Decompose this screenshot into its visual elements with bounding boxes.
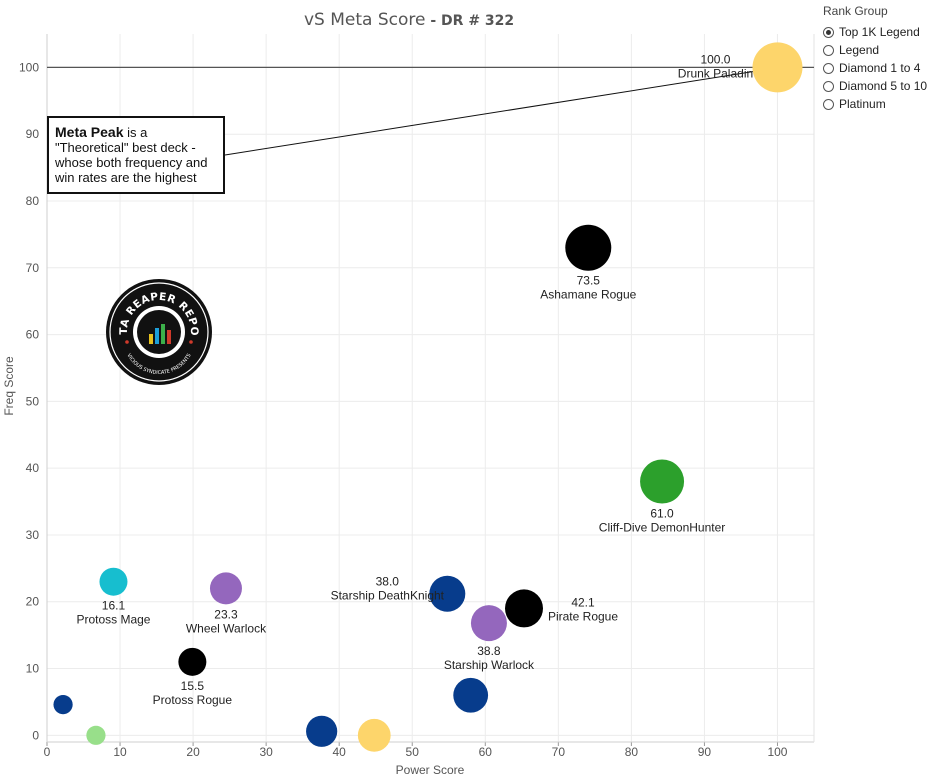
x-tick-label: 0 bbox=[44, 745, 51, 759]
x-tick-label: 40 bbox=[333, 745, 347, 759]
legend-option-label: Diamond 5 to 10 bbox=[839, 79, 928, 93]
rank-group-legend: Rank Group Top 1K Legend Legend Diamond 1 … bbox=[823, 4, 938, 113]
data-point[interactable] bbox=[178, 647, 207, 676]
point-score-label: 100.0 bbox=[700, 52, 730, 66]
data-point[interactable] bbox=[752, 42, 803, 93]
chart-title: vS Meta Score - DR # 322 bbox=[304, 10, 514, 30]
x-tick-label: 70 bbox=[552, 745, 566, 759]
radio-icon[interactable] bbox=[823, 44, 834, 56]
legend-option-legend[interactable]: Legend bbox=[823, 41, 938, 59]
x-tick-label: 50 bbox=[406, 745, 420, 759]
legend-option-platinum[interactable]: Platinum bbox=[823, 95, 938, 113]
legend-option-label: Legend bbox=[839, 43, 880, 57]
y-tick-label: 30 bbox=[26, 528, 40, 542]
legend-option-diamond-5-to-10[interactable]: Diamond 5 to 10 bbox=[823, 77, 938, 95]
point-name-label: Drunk Paladin bbox=[678, 66, 753, 80]
data-point[interactable] bbox=[53, 694, 73, 715]
x-tick-label: 100 bbox=[767, 745, 787, 759]
y-tick-label: 70 bbox=[26, 261, 40, 275]
x-tick-label: 80 bbox=[625, 745, 639, 759]
data-point[interactable] bbox=[86, 725, 106, 745]
x-tick-label: 90 bbox=[698, 745, 712, 759]
radio-icon[interactable] bbox=[823, 26, 834, 38]
data-point[interactable] bbox=[306, 715, 338, 747]
y-tick-label: 20 bbox=[26, 595, 40, 609]
point-name-label: Starship DeathKnight bbox=[331, 589, 445, 603]
point-name-label: Starship Warlock bbox=[444, 658, 535, 672]
annotation-strong: Meta Peak bbox=[55, 124, 124, 140]
data-point[interactable] bbox=[209, 572, 242, 605]
point-score-label: 38.8 bbox=[477, 644, 501, 658]
legend-option-diamond-1-to-4[interactable]: Diamond 1 to 4 bbox=[823, 59, 938, 77]
point-score-label: 16.1 bbox=[102, 599, 126, 613]
data-point[interactable] bbox=[429, 575, 466, 612]
arrow-line bbox=[224, 67, 774, 156]
point-score-label: 15.5 bbox=[181, 679, 205, 693]
x-tick-label: 60 bbox=[479, 745, 493, 759]
point-name-label: Protoss Rogue bbox=[153, 693, 233, 707]
point-score-label: 23.3 bbox=[214, 607, 238, 621]
y-axis-title: Freq Score bbox=[2, 356, 16, 416]
point-name-label: Wheel Warlock bbox=[186, 621, 267, 635]
point-name-label: Protoss Mage bbox=[76, 613, 150, 627]
data-point[interactable] bbox=[640, 459, 685, 504]
legend-option-label: Top 1K Legend bbox=[839, 25, 920, 39]
axes: 0 10 20 30 40 50 60 70 80 90 100 0 10 20 30 40 50 60 70 80 9… bbox=[19, 34, 815, 759]
y-tick-label: 10 bbox=[26, 662, 40, 676]
point-score-label: 61.0 bbox=[650, 507, 674, 521]
point-score-label: 38.0 bbox=[376, 575, 400, 589]
x-tick-label: 20 bbox=[186, 745, 200, 759]
y-tick-label: 0 bbox=[32, 728, 39, 742]
y-tick-label: 90 bbox=[26, 127, 40, 141]
legend-title: Rank Group bbox=[823, 4, 888, 18]
data-reaper-report-logo: DATA REAPER REPORT VICIOUS SYNDICATE PRE… bbox=[105, 278, 212, 385]
y-tick-label: 100 bbox=[19, 60, 39, 74]
point-name-label: Cliff-Dive DemonHunter bbox=[599, 521, 726, 535]
data-point[interactable] bbox=[565, 224, 612, 271]
legend-option-top-1k-legend[interactable]: Top 1K Legend bbox=[823, 23, 938, 41]
legend-option-label: Platinum bbox=[839, 97, 886, 111]
y-tick-label: 60 bbox=[26, 328, 40, 342]
y-tick-label: 50 bbox=[26, 394, 40, 408]
data-point[interactable] bbox=[505, 589, 544, 628]
point-name-label: Ashamane Rogue bbox=[540, 288, 636, 302]
data-points bbox=[53, 42, 803, 752]
data-point[interactable] bbox=[357, 718, 391, 752]
x-axis-title: Power Score bbox=[396, 763, 465, 777]
x-tick-label: 30 bbox=[259, 745, 273, 759]
radio-icon[interactable] bbox=[823, 98, 834, 110]
y-tick-label: 40 bbox=[26, 461, 40, 475]
legend-option-label: Diamond 1 to 4 bbox=[839, 61, 921, 75]
radio-icon[interactable] bbox=[823, 62, 834, 74]
data-point[interactable] bbox=[470, 605, 507, 642]
point-score-label: 42.1 bbox=[571, 595, 595, 609]
point-name-label: Pirate Rogue bbox=[548, 609, 618, 623]
x-tick-label: 10 bbox=[113, 745, 127, 759]
radio-icon[interactable] bbox=[823, 80, 834, 92]
data-point[interactable] bbox=[99, 567, 128, 596]
annotation-text: is a "Theoretical" best deck - whose bot… bbox=[55, 125, 208, 185]
meta-peak-annotation: Meta Peak is a "Theoretical" best deck -… bbox=[47, 116, 225, 194]
point-score-label: 73.5 bbox=[577, 274, 601, 288]
y-tick-label: 80 bbox=[26, 194, 40, 208]
data-point[interactable] bbox=[453, 677, 489, 713]
